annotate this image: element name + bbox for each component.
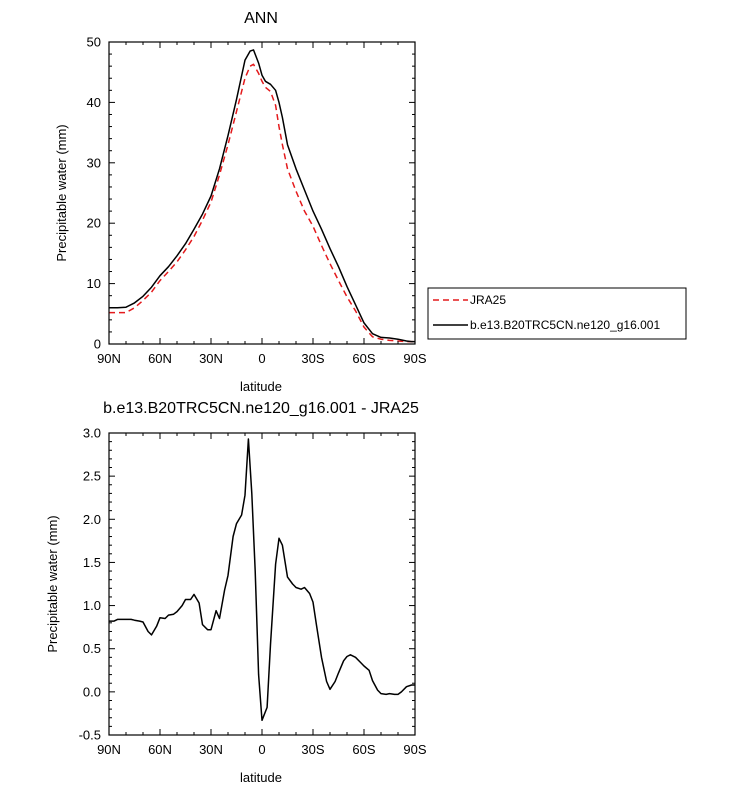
- bottom-x-tick-label: 90S: [403, 742, 426, 757]
- legend-box: [427, 287, 687, 340]
- bottom-x-tick-label: 0: [258, 742, 265, 757]
- bottom-y-tick-label: -0.5: [79, 728, 101, 743]
- top-title: ANN: [244, 10, 278, 27]
- bottom-plot-lines: [109, 438, 415, 722]
- top-x-tick-label: 0: [258, 351, 265, 366]
- top-y-axis: 0 10 20 30 40 50: [87, 35, 415, 352]
- top-x-tick-label: 30S: [301, 351, 324, 366]
- top-x-tick-label: 90S: [403, 351, 426, 366]
- bottom-series-line-0: [109, 438, 415, 722]
- top-plot-lines: [109, 49, 415, 343]
- legend: JRA25 b.e13.B20TRC5CN.ne120_g16.001: [427, 287, 687, 340]
- bottom-x-axis: 90N 60N 30N 0 30S 60S 90S: [97, 433, 427, 757]
- bottom-x-tick-label: 30S: [301, 742, 324, 757]
- bottom-y-tick-label: 0.0: [83, 684, 101, 699]
- top-y-tick-label: 20: [87, 216, 101, 231]
- bottom-y-tick-label: 1.5: [83, 555, 101, 570]
- bottom-y-tick-label: 1.0: [83, 598, 101, 613]
- bottom-y-tick-label: 2.0: [83, 512, 101, 527]
- top-y-axis-label: Precipitable water (mm): [54, 124, 69, 261]
- bottom-x-tick-label: 30N: [199, 742, 223, 757]
- bottom-title: b.e13.B20TRC5CN.ne120_g16.001 - JRA25: [103, 400, 419, 417]
- bottom-y-tick-label: 2.5: [83, 469, 101, 484]
- bottom-x-tick-label: 60N: [148, 742, 172, 757]
- top-x-axis-label: latitude: [240, 379, 282, 394]
- top-y-tick-label: 40: [87, 95, 101, 110]
- top-y-tick-label: 10: [87, 276, 101, 291]
- bottom-y-axis-label: Precipitable water (mm): [45, 515, 60, 652]
- bottom-panel: b.e13.B20TRC5CN.ne120_g16.001 - JRA25 90…: [45, 400, 427, 785]
- top-y-tick-label: 30: [87, 155, 101, 170]
- top-y-tick-label: 0: [94, 337, 101, 352]
- top-x-tick-label: 60N: [148, 351, 172, 366]
- top-x-axis: 90N 60N 30N 0 30S 60S 90S: [97, 42, 427, 366]
- legend-label-jra25: JRA25: [470, 293, 506, 307]
- top-series-line-1: [109, 49, 415, 343]
- top-x-tick-label: 60S: [352, 351, 375, 366]
- bottom-x-tick-label: 90N: [97, 742, 121, 757]
- top-x-tick-label: 30N: [199, 351, 223, 366]
- top-series-line-0: [109, 63, 415, 343]
- top-y-tick-label: 50: [87, 35, 101, 50]
- bottom-x-axis-label: latitude: [240, 770, 282, 785]
- top-x-tick-label: 90N: [97, 351, 121, 366]
- bottom-y-tick-label: 3.0: [83, 426, 101, 441]
- bottom-x-tick-label: 60S: [352, 742, 375, 757]
- top-plot-frame: [108, 41, 416, 345]
- legend-label-model: b.e13.B20TRC5CN.ne120_g16.001: [470, 318, 660, 332]
- top-panel: ANN 90N 60N 30N 0 30S 60S 90S 0 10 20 30 40 50 lati…: [54, 10, 427, 394]
- bottom-plot-frame: [108, 432, 416, 736]
- bottom-y-axis: -0.5 0.0 0.5 1.0 1.5 2.0 2.5 3.0: [79, 426, 415, 743]
- bottom-y-tick-label: 0.5: [83, 641, 101, 656]
